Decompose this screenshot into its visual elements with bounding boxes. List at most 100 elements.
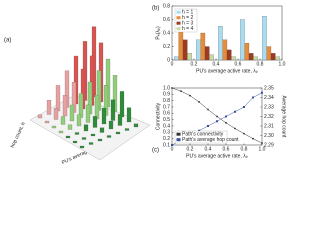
x-tick-label: 0: [171, 61, 174, 67]
y-tick-label: 0.1: [163, 142, 170, 148]
legend-swatch: [176, 132, 181, 136]
panel-label: (b): [152, 6, 159, 12]
bar-3d: [55, 85, 61, 112]
legend-box: [174, 130, 228, 144]
bar: [244, 43, 250, 61]
bar: [270, 53, 276, 61]
legend-swatch: [176, 10, 181, 14]
bar: [200, 32, 206, 61]
bar: [262, 16, 267, 61]
y-axis-label: Connectivity: [155, 102, 161, 130]
bar-3d: [108, 120, 114, 130]
bar-3d: [115, 131, 121, 135]
marker: [252, 137, 254, 140]
bar: [209, 54, 214, 61]
marker: [189, 94, 191, 97]
bars-3d: [37, 26, 139, 149]
bar: [240, 19, 245, 61]
marker: [261, 91, 263, 94]
bar-3d: [99, 127, 105, 133]
y2-tick-label: 2.32: [264, 114, 274, 120]
bar: [204, 46, 210, 61]
y-tick-label: 0.2: [163, 44, 170, 50]
bar-3d: [74, 132, 80, 135]
marker: [252, 96, 254, 99]
y-tick-label: 0.3: [163, 130, 170, 136]
bar-3d: [119, 91, 125, 118]
bar-3d: [97, 138, 103, 142]
y-tick-label: 0.8: [163, 98, 170, 104]
bar-3d: [46, 99, 52, 115]
marker: [207, 108, 209, 111]
bar-3d: [51, 125, 57, 129]
bar: [231, 56, 236, 61]
bar-3d: [124, 128, 130, 131]
y-tick-label: 0.4: [163, 123, 170, 129]
bar: [253, 56, 258, 61]
bar-3d: [110, 99, 116, 121]
y-tick-label: 0.4: [163, 30, 170, 36]
bar-3d: [126, 107, 132, 123]
y-tick-label: 1.0: [163, 85, 170, 91]
bar-3d: [92, 116, 98, 128]
marker: [234, 127, 236, 130]
x-tick-label: 0.6: [223, 146, 230, 152]
bar-3d: [117, 114, 123, 126]
bar-3d: [78, 93, 84, 118]
legend-swatch: [176, 138, 181, 142]
legend-label: h = 4: [182, 26, 193, 32]
bar-3d: [76, 114, 82, 127]
y-tick-label: 0.8: [163, 3, 170, 9]
marker: [207, 125, 209, 127]
marker: [198, 129, 200, 132]
bar-3d: [83, 124, 89, 132]
bar-3d: [133, 123, 139, 128]
y-axis-label: Pₕ(λₚ): [155, 26, 161, 40]
y-tick-label: 0.5: [163, 117, 170, 123]
panel-label: (a): [4, 38, 11, 44]
x-tick-label: 0.2: [187, 146, 194, 152]
y-tick-label: 0.7: [163, 104, 170, 110]
legend-swatch: [176, 16, 181, 20]
x-tick-label: 0.4: [213, 61, 220, 67]
legend-label: Path's connectivity: [182, 132, 224, 138]
y2-tick-label: 2.33: [264, 104, 274, 110]
bar: [222, 39, 228, 61]
marker: [234, 110, 236, 113]
y-tick-label: 0: [167, 57, 170, 63]
marker: [180, 90, 182, 93]
y2-axis-label: Average hop count: [281, 96, 287, 138]
marker: [225, 121, 227, 124]
figure: (a) hop count, h PU's average active rat…: [4, 3, 287, 166]
bar-3d: [90, 133, 96, 137]
y2-tick-label: 2.30: [264, 133, 274, 139]
y-tick-label: 0.6: [163, 17, 170, 23]
panel-label: (c): [152, 148, 159, 154]
marker: [216, 120, 218, 123]
bar-3d: [101, 107, 107, 125]
marker: [216, 115, 218, 118]
bar-3d: [65, 135, 71, 139]
bar-3d: [69, 104, 75, 122]
bar-3d: [81, 137, 87, 140]
bar-3d: [44, 120, 50, 124]
legend-label: h = 2: [182, 15, 193, 21]
bar-3d: [106, 135, 112, 138]
bar-3d: [88, 142, 94, 145]
x-tick-label: 0.8: [257, 61, 264, 67]
y2-tick-label: 2.35: [264, 85, 274, 91]
bar-3d: [53, 108, 59, 120]
y-tick-label: 0.2: [163, 136, 170, 142]
y2-tick-label: 2.29: [264, 142, 274, 148]
bar-3d: [72, 140, 78, 144]
bar: [248, 53, 254, 61]
legend-swatch: [176, 21, 181, 25]
legend-label: Path's average hop count: [182, 137, 239, 143]
bar-3d: [60, 116, 66, 125]
marker: [243, 106, 245, 108]
bar: [218, 26, 223, 61]
bar-3d: [85, 104, 91, 123]
y-tick-label: 0.9: [163, 92, 170, 98]
axis-label: hop count, h: [10, 121, 27, 149]
marker: [171, 144, 173, 146]
